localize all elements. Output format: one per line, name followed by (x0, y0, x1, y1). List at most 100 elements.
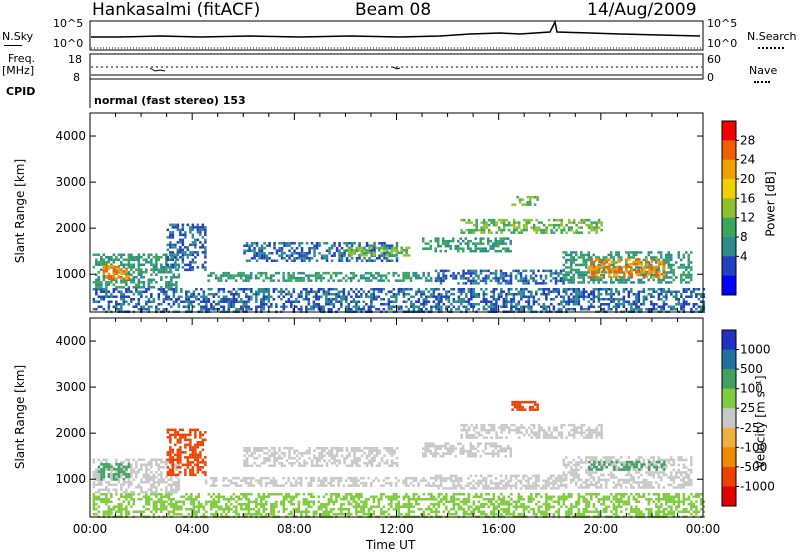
heatmap-cell (115, 266, 118, 269)
heatmap-cell (412, 274, 415, 277)
heatmap-cell (171, 253, 175, 257)
heatmap-cell (257, 305, 261, 308)
heatmap-cell (442, 279, 445, 283)
heatmap-cell (107, 500, 111, 503)
heatmap-cell (665, 298, 668, 301)
heatmap-cell (160, 271, 163, 274)
heatmap-cell (450, 308, 453, 311)
heatmap-cell (600, 258, 603, 262)
heatmap-cell (174, 261, 177, 264)
heatmap-cell (250, 295, 253, 298)
heatmap-cell (240, 300, 243, 303)
heatmap-cell (462, 493, 466, 496)
heatmap-cell (242, 513, 246, 516)
heatmap-cell (600, 278, 603, 282)
heatmap-cell (605, 498, 608, 501)
heatmap-cell (662, 295, 666, 298)
heatmap-cell (127, 461, 131, 464)
heatmap-cell (300, 242, 304, 245)
heatmap-cell (572, 258, 575, 262)
heatmap-cell (175, 508, 178, 511)
heatmap-cell (528, 198, 532, 201)
heatmap-cell (500, 293, 503, 296)
nave-label: Nave (749, 64, 778, 77)
heatmap-cell (588, 275, 591, 279)
heatmap-cell (475, 228, 478, 232)
heatmap-cell (348, 242, 351, 245)
heatmap-cell (607, 288, 611, 291)
heatmap-cell (370, 508, 373, 511)
heatmap-cell (442, 295, 446, 298)
heatmap-cell (197, 495, 201, 498)
heatmap-cell (152, 476, 156, 479)
heatmap-cell (240, 298, 243, 301)
heatmap-cell (590, 261, 593, 264)
heatmap-cell (459, 274, 463, 278)
heatmap-cell (420, 513, 423, 516)
heatmap-cell (205, 503, 208, 506)
heatmap-cell (525, 226, 528, 229)
heatmap-cell (372, 295, 376, 298)
heatmap-cell (565, 303, 568, 306)
heatmap-cell (132, 458, 136, 461)
heatmap-cell (372, 305, 376, 308)
heatmap-cell (257, 288, 261, 291)
heatmap-cell (288, 242, 291, 245)
heatmap-cell (435, 498, 438, 501)
heatmap-cell (202, 300, 206, 303)
heatmap-cell (550, 231, 553, 234)
heatmap-cell (672, 271, 675, 274)
heatmap-cell (350, 513, 353, 516)
heatmap-cell (157, 271, 161, 274)
heatmap-cell (435, 308, 438, 311)
heatmap-cell (410, 288, 413, 291)
heatmap-cell (162, 500, 166, 503)
heatmap-cell (457, 493, 461, 496)
heatmap-cell (350, 242, 354, 245)
heatmap-cell (330, 244, 334, 247)
heatmap-cell (145, 290, 148, 293)
heatmap-cell (305, 503, 308, 506)
heatmap-cell (702, 288, 706, 291)
heatmap-cell (117, 510, 121, 513)
heatmap-cell (557, 513, 561, 516)
heatmap-cell (280, 252, 284, 255)
heatmap-cell (250, 290, 253, 293)
heatmap-cell (472, 288, 476, 291)
heatmap-cell (510, 300, 513, 303)
heatmap-cell (160, 256, 163, 259)
heatmap-cell (509, 274, 513, 278)
heatmap-cell (380, 493, 383, 496)
heatmap-cell (477, 228, 481, 232)
heatmap-cell (247, 498, 251, 501)
heatmap-cell (467, 288, 471, 291)
heatmap-cell (224, 271, 228, 275)
heatmap-cell (317, 276, 320, 280)
heatmap-cell (385, 495, 388, 498)
heatmap-cell (142, 253, 146, 256)
heatmap-cell (300, 252, 304, 255)
heatmap-cell (204, 231, 207, 234)
heatmap-cell (380, 254, 384, 257)
heatmap-cell (190, 508, 193, 511)
heatmap-cell (570, 493, 573, 496)
heatmap-cell (439, 277, 443, 280)
heatmap-cell (494, 269, 498, 273)
heatmap-cell (172, 510, 176, 513)
heatmap-cell (597, 295, 601, 298)
heatmap-cell (385, 249, 388, 252)
heatmap-cell (695, 288, 698, 291)
heatmap-cell (125, 281, 128, 284)
heatmap-cell (385, 259, 389, 262)
heatmap-cell (112, 295, 116, 298)
heatmap-cell (467, 279, 470, 283)
heatmap-cell (352, 498, 356, 501)
heatmap-cell (533, 195, 537, 199)
heatmap-cell (672, 263, 675, 267)
heatmap-cell (637, 251, 640, 254)
heatmap-cell (615, 303, 618, 306)
heatmap-cell (380, 244, 384, 247)
heatmap-cell (115, 505, 118, 508)
heatmap-cell (582, 508, 586, 511)
heatmap-cell (575, 290, 578, 293)
